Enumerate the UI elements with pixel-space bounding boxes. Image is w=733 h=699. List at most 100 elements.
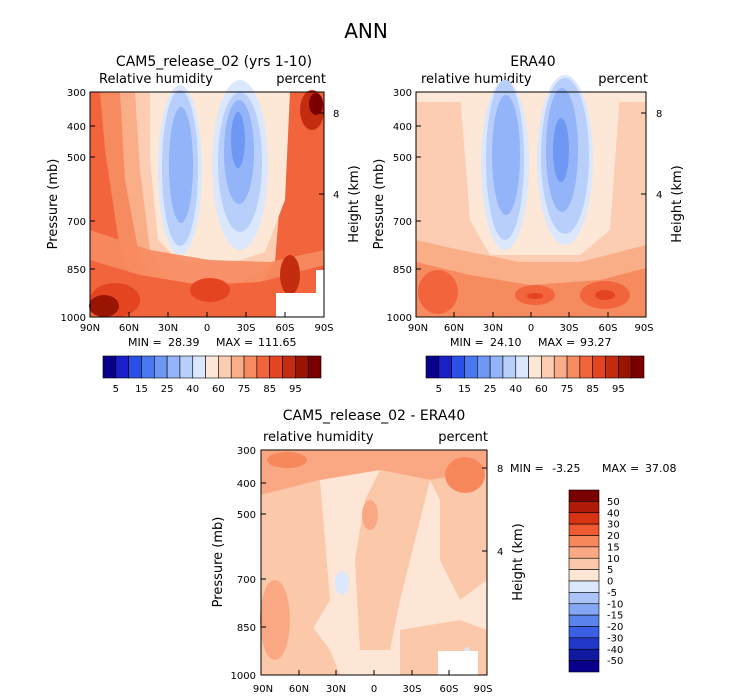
colorbar-swatch [476, 355, 491, 379]
panel-model-field [89, 80, 324, 317]
colorbar-label: 25 [484, 384, 497, 395]
min-label: MIN = [128, 336, 162, 349]
colorbar-label: 10 [607, 554, 620, 565]
colorbar-swatch [568, 501, 600, 514]
colorbar-label: 15 [607, 542, 620, 553]
height-tick-label: 4 [497, 547, 503, 558]
colorbar-swatch [489, 355, 504, 379]
colorbar-swatch [568, 523, 600, 536]
x-tick-label: 90S [473, 684, 492, 695]
y-tick-label: 500 [67, 153, 86, 164]
colorbar-swatch [192, 355, 206, 379]
x-tick-label: 60N [289, 684, 309, 695]
panel-model-left-string: Relative humidity [99, 72, 213, 87]
panel-model-minmax: MIN = 28.39 MAX = 111.65 [128, 336, 297, 349]
colorbar-swatch [438, 355, 452, 379]
panel-obs-height-axis: 8 4 Height (km) [641, 109, 685, 243]
panel-diff-title: CAM5_release_02 - ERA40 [283, 408, 466, 424]
colorbar-label: 5 [607, 565, 613, 576]
min-value: 28.39 [168, 336, 200, 349]
colorbar-label: 30 [607, 520, 620, 531]
y-tick-label: 700 [237, 575, 256, 586]
height-tick-label: 8 [656, 109, 662, 120]
y-tick-label: 500 [237, 510, 256, 521]
colorbar-swatch [541, 355, 555, 379]
figure-title: ANN [344, 19, 388, 43]
panel-model-colorbar: 5 15 25 40 60 75 85 95 [102, 355, 322, 395]
y-tick-label: 300 [237, 446, 256, 457]
x-tick-label: 90N [253, 684, 273, 695]
height-tick-label: 8 [497, 464, 503, 475]
colorbar-label: 40 [509, 384, 522, 395]
colorbar-swatch [630, 355, 645, 379]
colorbar-label: 60 [535, 384, 548, 395]
panel-model: CAM5_release_02 (yrs 1-10) Relative humi… [46, 54, 362, 395]
colorbar-swatch [568, 603, 600, 616]
y-tick-label: 700 [393, 217, 412, 228]
colorbar-swatch [464, 355, 478, 379]
colorbar-label: 25 [161, 384, 174, 395]
colorbar-swatch [568, 660, 600, 673]
max-label: MAX = [538, 336, 575, 349]
x-tick-label: 60N [119, 323, 139, 334]
colorbar-swatch [568, 512, 600, 525]
height-tick-label: 4 [333, 190, 339, 201]
colorbar-swatch [179, 355, 194, 379]
colorbar-label: 15 [458, 384, 471, 395]
colorbar-label: 40 [607, 508, 620, 519]
colorbar-swatch [425, 355, 440, 379]
panel-obs-field [416, 75, 646, 317]
panel-obs-title: ERA40 [510, 54, 555, 70]
y-tick-label: 500 [393, 153, 412, 164]
panel-obs-right-string: percent [598, 72, 648, 87]
max-value: 37.08 [645, 462, 677, 475]
max-value: 93.27 [580, 336, 612, 349]
colorbar-swatch [269, 355, 283, 379]
y-tick-label: 400 [393, 122, 412, 133]
panel-model-height-axis: 8 4 Height (km) [319, 109, 362, 243]
panel-diff-field [260, 450, 487, 675]
colorbar-swatch [295, 355, 309, 379]
colorbar-swatch [515, 355, 529, 379]
panel-diff-y-axis: 300 400 500 700 850 1000 Pressure (mb) [211, 446, 266, 682]
panel-diff-x-axis: 90N 60N 30N 0 30S 60S 90S [253, 670, 493, 695]
y-axis-title: Pressure (mb) [46, 159, 61, 250]
panel-obs-left-string: relative humidity [421, 72, 532, 87]
colorbar-swatch [568, 648, 600, 661]
colorbar-swatch [568, 489, 600, 502]
x-tick-label: 30N [326, 684, 346, 695]
colorbar-label: 5 [113, 384, 119, 395]
colorbar-label: 95 [612, 384, 625, 395]
y-tick-label: 400 [237, 479, 256, 490]
x-tick-label: 0 [371, 684, 377, 695]
colorbar-swatch [528, 355, 542, 379]
y-tick-label: 300 [393, 88, 412, 99]
y-tick-label: 400 [67, 122, 86, 133]
x-tick-label: 90N [80, 323, 100, 334]
panel-diff-height-axis: 8 4 Height (km) [482, 464, 526, 601]
min-label: MIN = [510, 462, 544, 475]
height-tick-label: 8 [333, 109, 339, 120]
panel-diff: CAM5_release_02 - ERA40 relative humidit… [211, 408, 677, 695]
colorbar-label: 85 [586, 384, 599, 395]
colorbar-label: -10 [607, 599, 623, 610]
colorbar-swatch [451, 355, 465, 379]
colorbar-label: 20 [607, 531, 620, 542]
x-tick-label: 60N [444, 323, 464, 334]
x-tick-label: 60S [439, 684, 458, 695]
colorbar-label: -20 [607, 622, 623, 633]
colorbar-swatch [115, 355, 129, 379]
y-tick-label: 1000 [231, 671, 256, 682]
colorbar-swatch [218, 355, 232, 379]
colorbar-swatch [166, 355, 181, 379]
colorbar-swatch [141, 355, 155, 379]
panel-diff-right-string: percent [438, 430, 488, 445]
colorbar-label: 60 [212, 384, 225, 395]
y-tick-label: 1000 [61, 313, 86, 324]
colorbar-swatch [579, 355, 594, 379]
colorbar-swatch [568, 614, 600, 627]
colorbar-swatch [243, 355, 258, 379]
colorbar-label: 95 [289, 384, 302, 395]
colorbar-label: 0 [607, 577, 613, 588]
